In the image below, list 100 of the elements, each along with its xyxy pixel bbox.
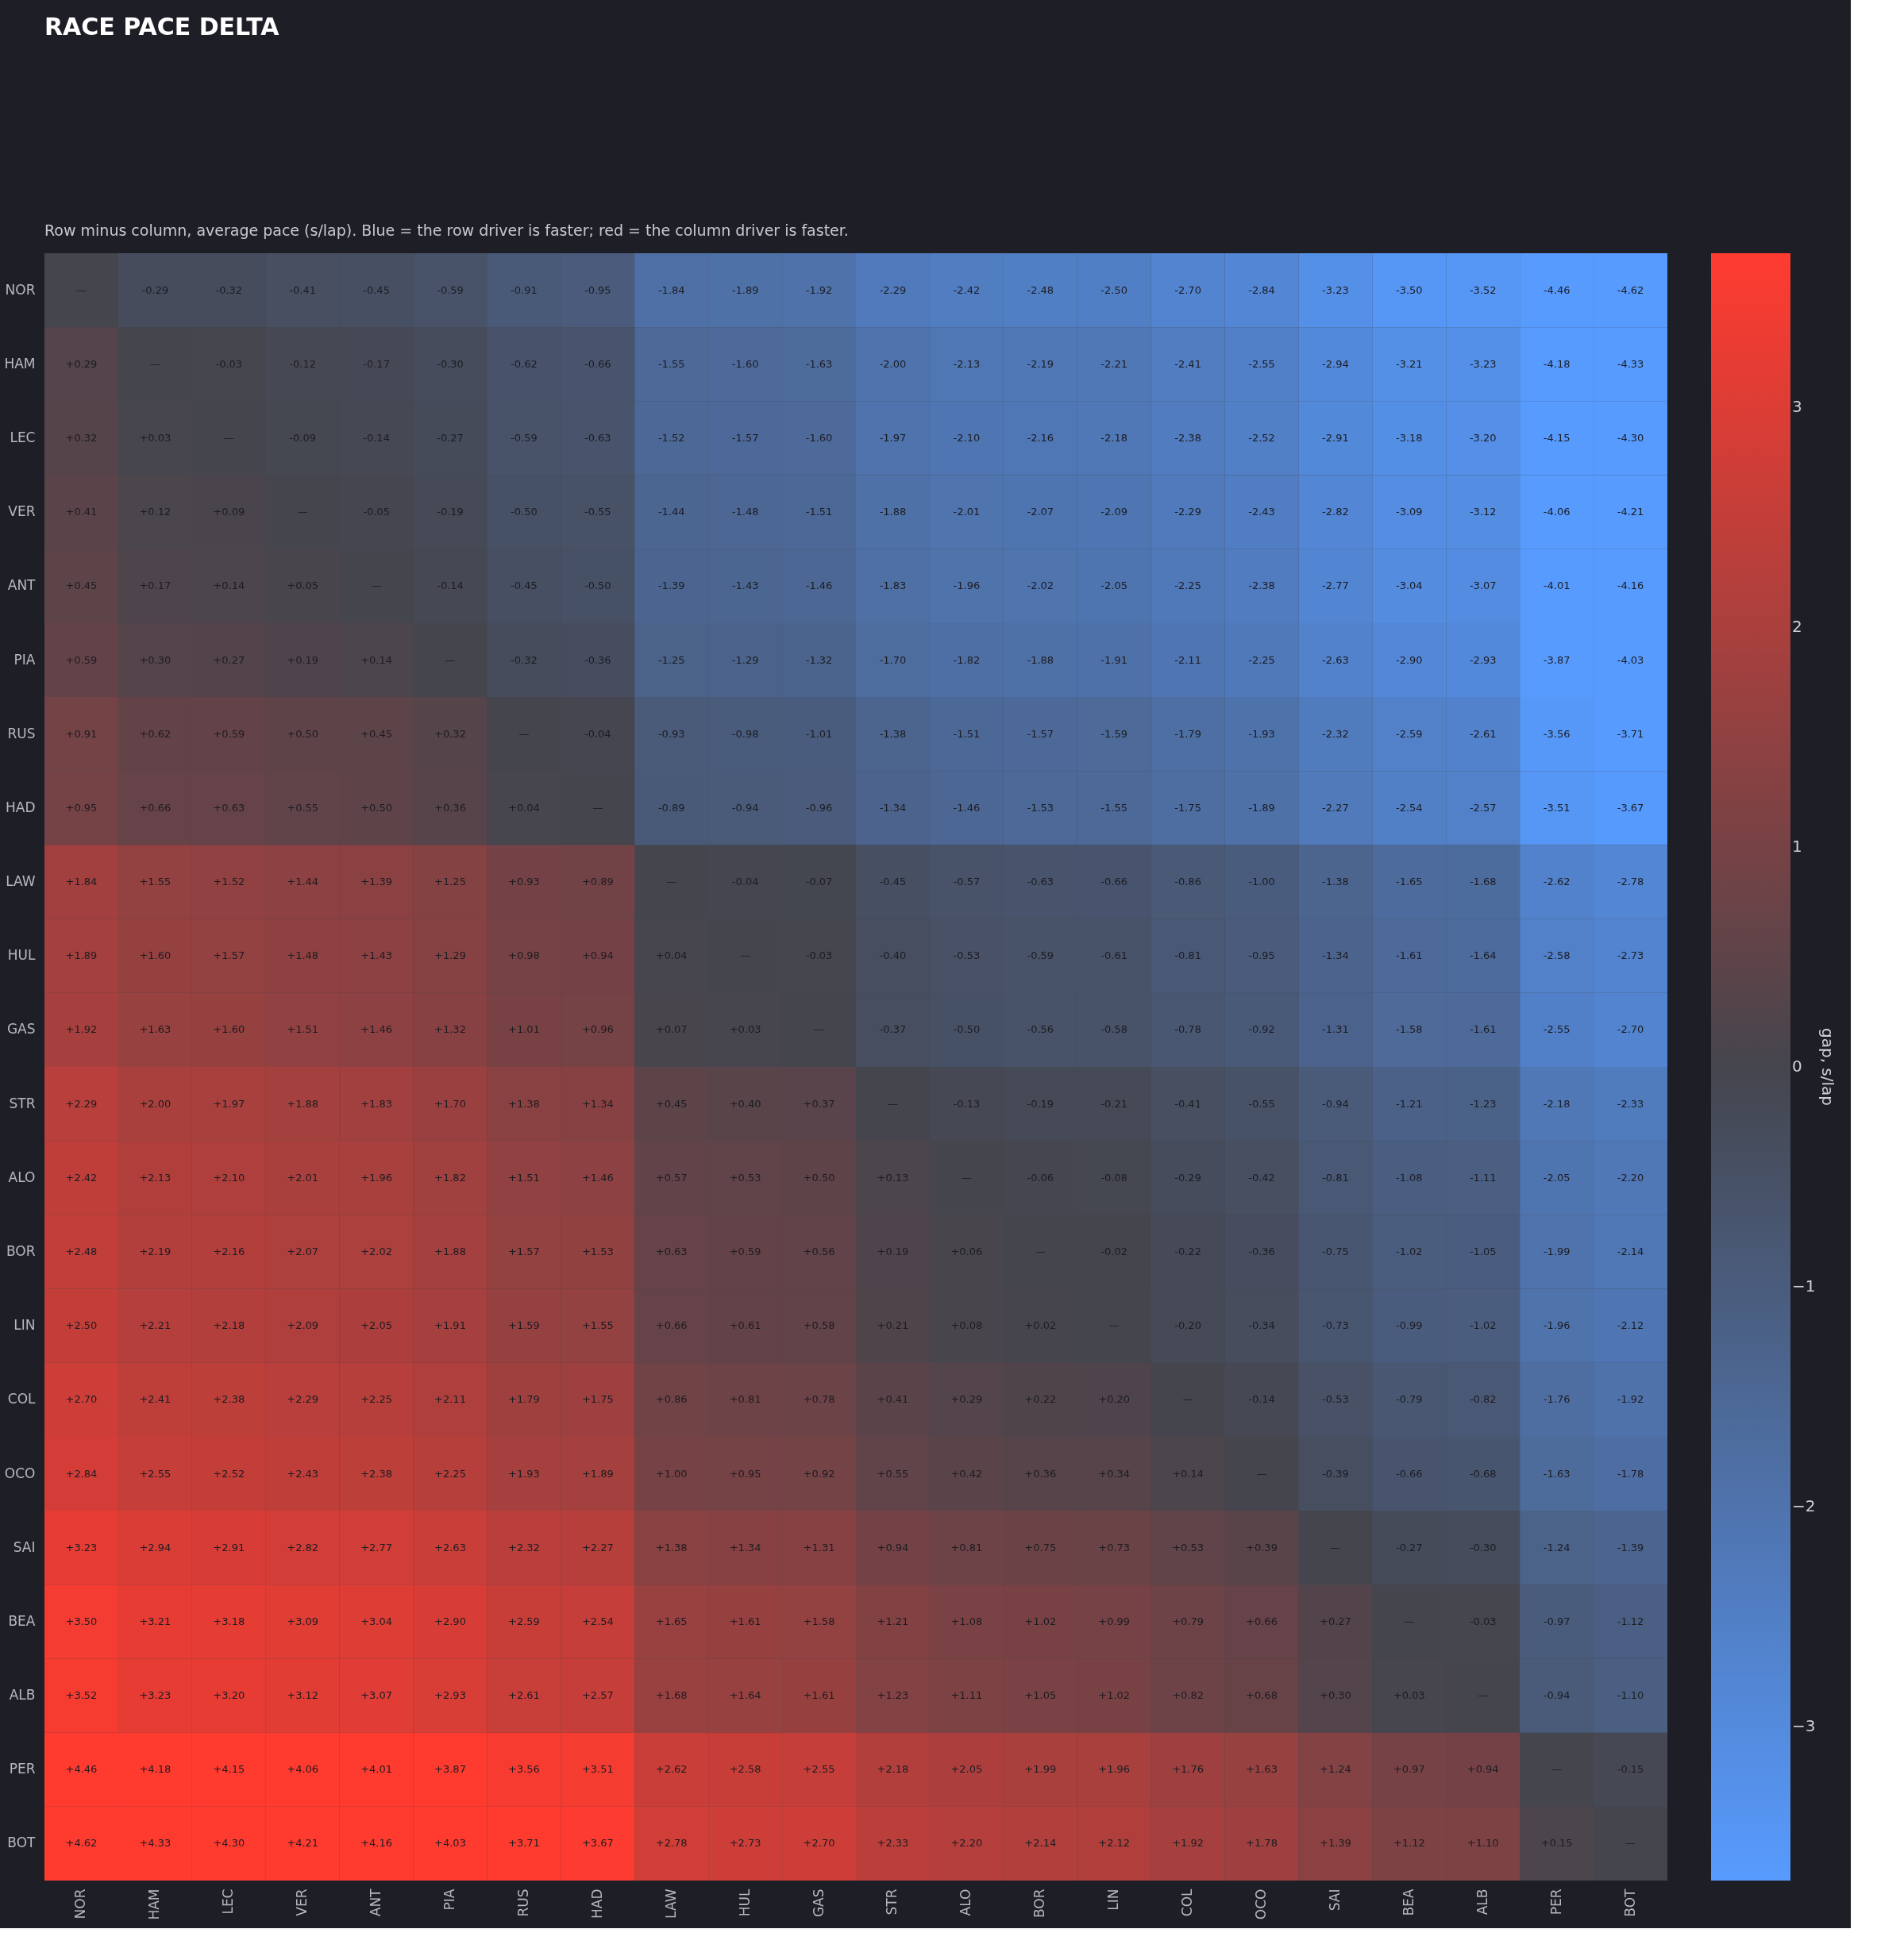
text: — xyxy=(75,283,87,296)
data-label: +0.59 xyxy=(213,727,245,740)
data-label: +0.41 xyxy=(65,506,98,518)
data-label: +0.98 xyxy=(507,949,540,962)
data-label: +1.43 xyxy=(360,949,393,962)
data-label: -0.81 xyxy=(1174,949,1201,962)
color-bar-label: 3 xyxy=(1792,396,1802,416)
data-label: -1.01 xyxy=(805,727,833,740)
data-label: +0.45 xyxy=(655,1097,688,1110)
data-label: -2.13 xyxy=(953,357,981,370)
data-label: -2.94 xyxy=(1322,357,1349,370)
y-tick-label: LEC xyxy=(10,429,36,445)
data-label: +1.70 xyxy=(434,1097,466,1110)
data-label: -1.59 xyxy=(1100,727,1127,740)
color-bar-label: −1 xyxy=(1792,1276,1816,1296)
data-label: -4.15 xyxy=(1543,431,1571,444)
data-label: -1.48 xyxy=(731,506,759,518)
data-label: +1.51 xyxy=(287,1023,319,1036)
data-label: -1.63 xyxy=(805,357,833,370)
data-label: +1.89 xyxy=(581,1467,614,1480)
data-label: +0.63 xyxy=(213,801,245,814)
data-label: -0.98 xyxy=(731,727,759,740)
data-label: -2.70 xyxy=(1617,1023,1644,1036)
data-label: -2.90 xyxy=(1396,653,1423,666)
text: — xyxy=(1035,1245,1046,1257)
data-label: -0.50 xyxy=(953,1023,981,1036)
data-label: +2.07 xyxy=(287,1245,319,1257)
data-label: +4.62 xyxy=(65,1837,98,1850)
data-label: -4.16 xyxy=(1617,579,1644,592)
data-label: -0.57 xyxy=(953,876,981,888)
data-label: -1.99 xyxy=(1543,1245,1571,1257)
text: — xyxy=(740,949,751,962)
data-label: -2.12 xyxy=(1617,1319,1644,1332)
data-label: -4.33 xyxy=(1617,357,1644,370)
data-label: +2.09 xyxy=(287,1319,319,1332)
data-label: -0.53 xyxy=(1322,1393,1349,1406)
data-label: +0.92 xyxy=(803,1467,835,1480)
data-label: -4.46 xyxy=(1543,283,1571,296)
data-label: -0.62 xyxy=(511,357,538,370)
x-tick-label: ALO xyxy=(958,1888,974,1916)
data-label: -2.02 xyxy=(1027,579,1054,592)
data-label: -3.23 xyxy=(1322,283,1349,296)
data-label: +0.94 xyxy=(1467,1763,1499,1776)
data-label: +0.95 xyxy=(65,801,98,814)
text: — xyxy=(887,1097,898,1110)
data-label: +0.45 xyxy=(360,727,393,740)
data-label: +0.99 xyxy=(1098,1615,1131,1627)
data-label: +1.59 xyxy=(507,1319,540,1332)
data-label: -0.61 xyxy=(1100,949,1127,962)
data-label: +1.88 xyxy=(287,1097,319,1110)
data-label: +3.67 xyxy=(581,1837,614,1850)
data-label: -1.88 xyxy=(1027,653,1054,666)
data-label: -0.27 xyxy=(437,431,464,444)
data-label: +0.50 xyxy=(360,801,393,814)
text: — xyxy=(149,357,160,370)
data-label: +2.19 xyxy=(139,1245,172,1257)
data-label: +2.01 xyxy=(287,1171,319,1184)
data-label: -2.09 xyxy=(1100,506,1127,518)
data-label: +2.14 xyxy=(1024,1837,1057,1850)
data-label: +3.04 xyxy=(360,1615,393,1627)
data-label: -3.04 xyxy=(1396,579,1423,592)
data-label: +0.96 xyxy=(581,1023,614,1036)
data-label: +1.60 xyxy=(139,949,172,962)
data-label: -0.29 xyxy=(1174,1171,1201,1184)
data-label: -1.39 xyxy=(657,579,685,592)
data-label: -1.31 xyxy=(1322,1023,1349,1036)
data-label: -1.96 xyxy=(953,579,981,592)
data-label: -1.25 xyxy=(657,653,685,666)
data-label: -2.00 xyxy=(879,357,907,370)
data-label: -1.61 xyxy=(1469,1023,1497,1036)
data-label: +3.07 xyxy=(360,1689,393,1702)
data-label: -1.08 xyxy=(1396,1171,1423,1184)
data-label: -0.63 xyxy=(1027,876,1054,888)
data-label: -0.97 xyxy=(1543,1615,1571,1627)
data-label: -0.95 xyxy=(1248,949,1275,962)
data-label: -1.46 xyxy=(953,801,981,814)
data-label: -0.94 xyxy=(731,801,759,814)
data-label: -1.76 xyxy=(1543,1393,1571,1406)
data-label: -2.73 xyxy=(1617,949,1644,962)
data-label: +4.33 xyxy=(139,1837,172,1850)
text: — xyxy=(223,431,234,444)
y-tick-label: HAM xyxy=(4,355,36,372)
color-bar-label: −2 xyxy=(1792,1496,1816,1516)
data-label: -0.59 xyxy=(511,431,538,444)
data-label: -1.57 xyxy=(1027,727,1054,740)
data-label: +2.84 xyxy=(65,1467,98,1480)
data-label: +0.57 xyxy=(655,1171,688,1184)
data-label: -1.89 xyxy=(1248,801,1275,814)
data-label: -0.91 xyxy=(511,283,538,296)
data-label: -1.51 xyxy=(805,506,833,518)
data-label: +0.62 xyxy=(139,727,172,740)
data-label: +0.55 xyxy=(287,801,319,814)
data-label: -2.78 xyxy=(1617,876,1644,888)
data-label: +1.46 xyxy=(360,1023,393,1036)
data-label: +1.61 xyxy=(729,1615,761,1627)
data-label: -0.78 xyxy=(1174,1023,1201,1036)
data-label: +3.23 xyxy=(139,1689,172,1702)
data-label: +1.24 xyxy=(1319,1763,1351,1776)
data-label: -0.45 xyxy=(879,876,907,888)
data-label: -0.27 xyxy=(1396,1541,1423,1554)
